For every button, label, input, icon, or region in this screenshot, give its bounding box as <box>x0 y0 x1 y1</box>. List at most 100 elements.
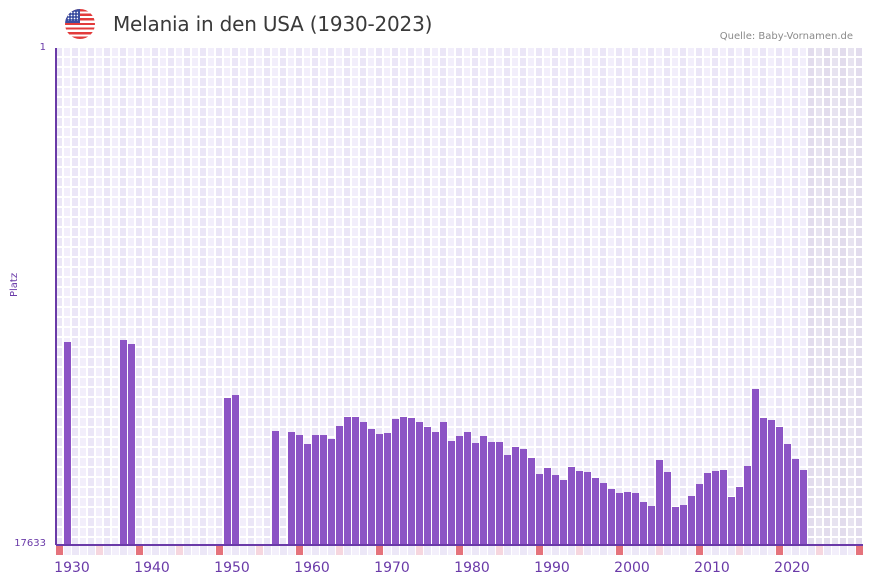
bar-2016[interactable] <box>744 466 751 544</box>
bar-1957[interactable] <box>272 431 279 544</box>
bar-2003[interactable] <box>640 502 647 544</box>
bar-1996[interactable] <box>584 472 591 544</box>
year-marker <box>368 546 375 555</box>
grid-cells <box>72 48 78 544</box>
bar-1959[interactable] <box>288 432 295 544</box>
bar-2000[interactable] <box>616 493 623 544</box>
bar-2021[interactable] <box>784 443 791 544</box>
bar-1990[interactable] <box>536 474 543 544</box>
bar-1964[interactable] <box>328 439 335 544</box>
bar-1939[interactable] <box>128 344 135 544</box>
bar-2012[interactable] <box>712 470 719 544</box>
bar-1979[interactable] <box>448 440 455 544</box>
bar-1994[interactable] <box>568 467 575 544</box>
bar-1968[interactable] <box>360 422 367 544</box>
grid-cells <box>144 48 150 544</box>
grid-column <box>160 48 168 544</box>
bar-1970[interactable] <box>376 434 383 544</box>
bar-2011[interactable] <box>704 473 711 544</box>
grid-cells <box>464 48 470 544</box>
bar-1976[interactable] <box>424 427 431 544</box>
bar-1980[interactable] <box>456 436 463 544</box>
bar-1982[interactable] <box>472 443 479 544</box>
bar-2002[interactable] <box>632 493 639 544</box>
bar-1988[interactable] <box>520 449 527 544</box>
bar-1997[interactable] <box>592 477 599 544</box>
grid-column <box>488 48 496 544</box>
year-marker <box>312 546 319 555</box>
bar-2009[interactable] <box>688 496 695 544</box>
grid-column <box>568 48 576 544</box>
bar-1966[interactable] <box>344 417 351 544</box>
y-axis-bottom-label: 17633 <box>14 538 46 549</box>
bar-1972[interactable] <box>392 419 399 544</box>
bar-1973[interactable] <box>400 417 407 544</box>
bar-1938[interactable] <box>120 339 127 544</box>
bar-1987[interactable] <box>512 447 519 544</box>
bar-1975[interactable] <box>416 422 423 544</box>
bar-2001[interactable] <box>624 491 631 544</box>
bar-1991[interactable] <box>544 468 551 544</box>
bar-1961[interactable] <box>304 443 311 544</box>
bar-2005[interactable] <box>656 459 663 544</box>
bar-2014[interactable] <box>728 497 735 544</box>
grid-cells <box>112 48 118 544</box>
bar-1984[interactable] <box>488 442 495 544</box>
bar-2007[interactable] <box>672 507 679 544</box>
bar-2023[interactable] <box>800 470 807 544</box>
bar-1986[interactable] <box>504 455 511 544</box>
y-axis-title: Platz <box>9 272 20 297</box>
bar-2010[interactable] <box>696 484 703 544</box>
year-marker <box>144 546 151 555</box>
bar-1967[interactable] <box>352 417 359 544</box>
bar-1981[interactable] <box>464 432 471 544</box>
grid-column <box>216 48 224 544</box>
bar-1962[interactable] <box>312 434 319 544</box>
year-marker <box>584 546 591 555</box>
bar-2020[interactable] <box>776 427 783 544</box>
bar-1963[interactable] <box>320 434 327 544</box>
grid-cells <box>416 48 422 544</box>
bar-1995[interactable] <box>576 470 583 544</box>
bar-1985[interactable] <box>496 442 503 544</box>
bar-1977[interactable] <box>432 432 439 544</box>
grid-cells <box>848 48 854 544</box>
bar-1965[interactable] <box>336 426 343 544</box>
grid-cells <box>64 48 70 544</box>
bar-1978[interactable] <box>440 422 447 544</box>
year-marker <box>760 546 767 555</box>
bar-1952[interactable] <box>232 395 239 544</box>
grid-cells <box>168 48 174 544</box>
grid-cells <box>712 48 718 544</box>
bar-2022[interactable] <box>792 459 799 544</box>
bar-1999[interactable] <box>608 488 615 544</box>
bar-1960[interactable] <box>296 434 303 544</box>
bar-2015[interactable] <box>736 487 743 544</box>
grid-column <box>720 48 728 544</box>
bar-1983[interactable] <box>480 436 487 544</box>
bar-1931[interactable] <box>64 342 71 544</box>
x-tick-label: 1980 <box>454 560 490 576</box>
grid-cells <box>440 48 446 544</box>
bar-1998[interactable] <box>600 482 607 544</box>
bar-1992[interactable] <box>552 475 559 544</box>
bar-2004[interactable] <box>648 506 655 544</box>
bar-1989[interactable] <box>528 458 535 544</box>
grid-column <box>296 48 304 544</box>
grid-column <box>536 48 544 544</box>
bar-1971[interactable] <box>384 433 391 544</box>
bar-2008[interactable] <box>680 505 687 544</box>
grid-cells <box>576 48 582 544</box>
grid-column <box>264 48 272 544</box>
bar-2018[interactable] <box>760 418 767 544</box>
year-marker <box>264 546 271 555</box>
bar-1951[interactable] <box>224 398 231 544</box>
grid-column <box>472 48 480 544</box>
bar-2019[interactable] <box>768 420 775 544</box>
bar-1969[interactable] <box>368 429 375 544</box>
bar-1993[interactable] <box>560 480 567 544</box>
bar-2013[interactable] <box>720 470 727 544</box>
bar-1974[interactable] <box>408 418 415 544</box>
bar-2017[interactable] <box>752 388 759 544</box>
bar-2006[interactable] <box>664 472 671 544</box>
